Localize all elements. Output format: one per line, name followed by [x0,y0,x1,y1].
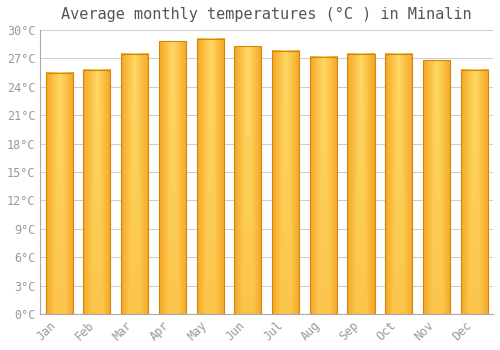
Bar [84,70,110,314]
Bar [348,54,374,314]
Bar [385,54,412,314]
Bar [234,46,262,314]
Title: Average monthly temperatures (°C ) in Minalin: Average monthly temperatures (°C ) in Mi… [62,7,472,22]
Bar [121,54,148,314]
Bar [272,51,299,314]
Bar [423,60,450,314]
Bar [460,70,488,314]
Bar [159,41,186,314]
Bar [46,73,73,314]
Bar [310,57,337,314]
Bar [196,38,224,314]
